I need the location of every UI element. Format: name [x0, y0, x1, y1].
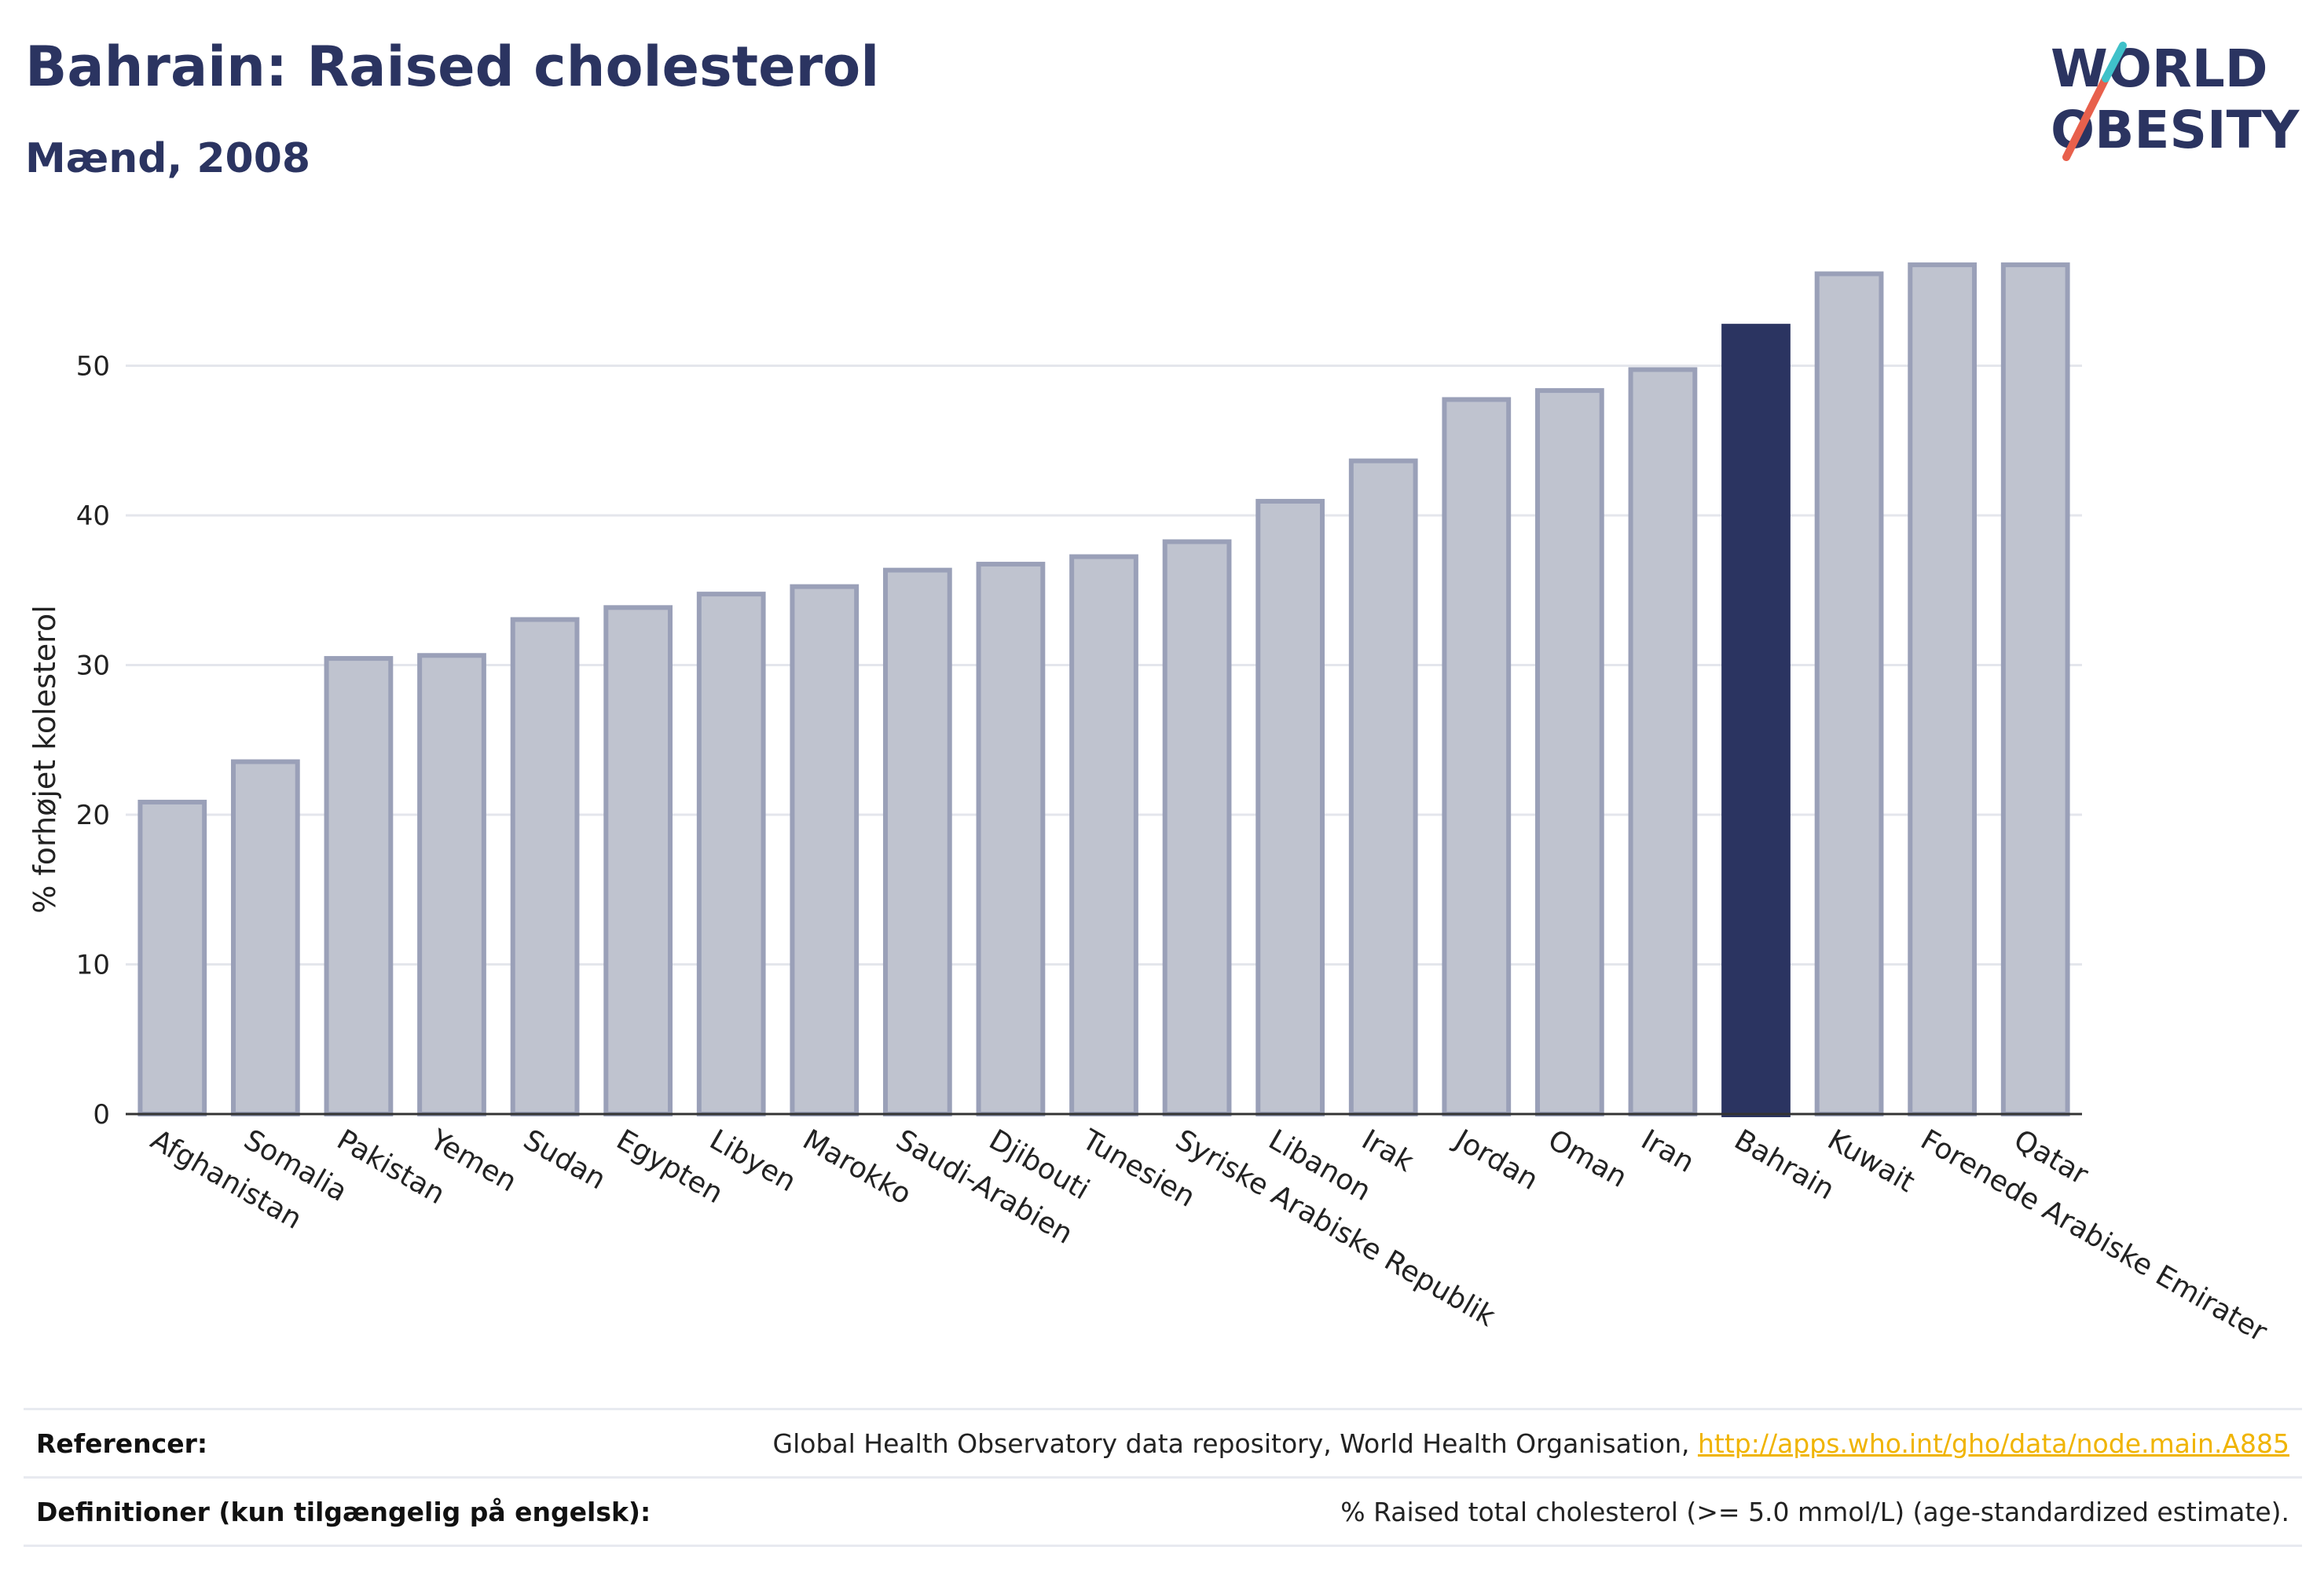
reference-row: Referencer: Global Health Observatory da… [24, 1408, 2302, 1476]
bar [2000, 262, 2070, 1116]
bar [1255, 499, 1325, 1116]
y-tick-label: 10 [76, 950, 110, 981]
bar [1628, 367, 1698, 1116]
page-subtitle: Mænd, 2008 [25, 135, 311, 182]
page-title: Bahrain: Raised cholesterol [25, 35, 880, 99]
logo-line-1: WORLD [2051, 38, 2268, 99]
x-tick-label: Syriske Arabiske Republik [1170, 1123, 1501, 1333]
bar [1908, 262, 1978, 1116]
bar [1348, 458, 1418, 1116]
references-table: Referencer: Global Health Observatory da… [24, 1408, 2302, 1547]
y-tick-label: 0 [93, 1099, 110, 1131]
bar [976, 562, 1046, 1116]
x-tick-label: Iran [1636, 1123, 1699, 1179]
bar [1162, 539, 1232, 1116]
reference-source: Global Health Observatory data repositor… [772, 1428, 1698, 1459]
bar [1069, 554, 1138, 1116]
bar-highlight [1721, 324, 1791, 1117]
x-tick-label: Jordan [1448, 1123, 1543, 1197]
x-tick-label: Sudan [518, 1123, 611, 1196]
bar [510, 617, 580, 1116]
bar [137, 799, 207, 1116]
bar [790, 584, 860, 1116]
bar [324, 656, 394, 1116]
world-obesity-logo: WORLD OBESITY [2051, 38, 2300, 161]
y-tick-label: 50 [76, 351, 110, 383]
x-tick-label: Bahrain [1729, 1123, 1840, 1206]
y-tick-label: 30 [76, 651, 110, 682]
bar [603, 605, 673, 1116]
x-tick-label: Egypten [611, 1123, 728, 1210]
definition-value: % Raised total cholesterol (>= 5.0 mmol/… [1340, 1496, 2289, 1527]
y-axis-label: % forhøjet kolesterol [27, 605, 62, 914]
reference-link[interactable]: http://apps.who.int/gho/data/node.main.A… [1697, 1428, 2289, 1459]
bar [417, 653, 486, 1116]
reference-label: Referencer: [36, 1428, 208, 1459]
definition-row: Definitioner (kun tilgængelig på engelsk… [24, 1476, 2302, 1547]
bar [882, 567, 952, 1116]
x-tick-label: Oman [1542, 1123, 1632, 1194]
x-tick-label: Irak [1356, 1123, 1419, 1178]
bar [230, 759, 300, 1116]
bar [1534, 388, 1604, 1116]
bar [1442, 397, 1512, 1116]
definition-label: Definitioner (kun tilgængelig på engelsk… [36, 1496, 651, 1527]
bar [1814, 271, 1884, 1116]
logo-slash-teal-icon [2102, 42, 2127, 82]
y-tick-label: 40 [76, 500, 110, 532]
reference-value: Global Health Observatory data repositor… [773, 1428, 2302, 1459]
logo-slash-icon [2062, 75, 2110, 161]
bar [696, 592, 766, 1116]
y-tick-label: 20 [76, 800, 110, 831]
x-tick-label: Kuwait [1822, 1123, 1920, 1199]
x-tick-label: Forenede Arabiske Emirater [1915, 1123, 2273, 1348]
